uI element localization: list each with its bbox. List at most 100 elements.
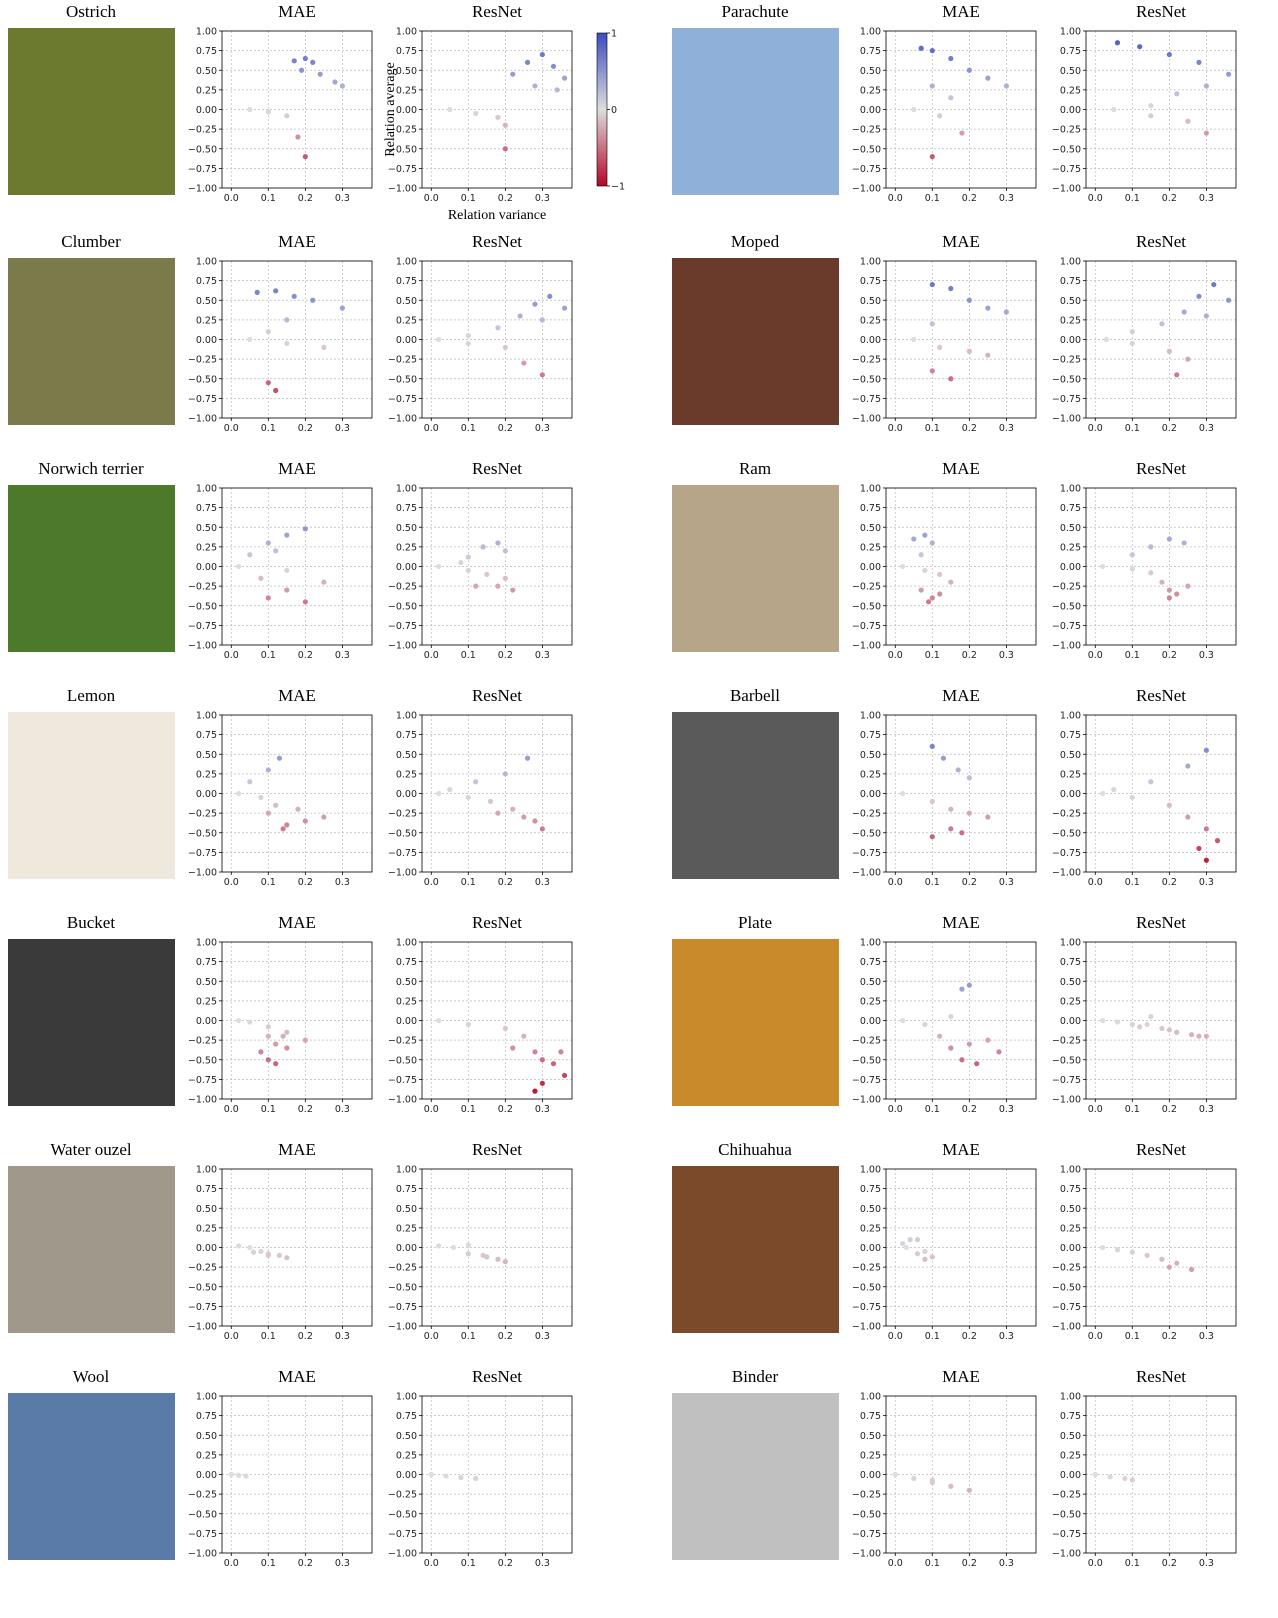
scatter-point	[465, 340, 471, 347]
x-tick-label: 0.1	[1125, 423, 1140, 434]
x-tick-label: 0.3	[1199, 423, 1214, 434]
scatter-point	[911, 1475, 917, 1482]
scatter-point	[447, 106, 453, 113]
y-tick-label: 1.00	[1060, 1392, 1081, 1403]
scatter-point	[299, 67, 305, 73]
y-tick-label: −0.75	[188, 164, 217, 175]
y-tick-label: 0.00	[196, 105, 217, 116]
scatter-point	[502, 1025, 508, 1031]
scatter-point	[236, 1472, 242, 1478]
y-tick-label: −0.50	[852, 601, 881, 612]
scatter-point	[447, 786, 453, 793]
y-tick-label: 0.25	[196, 315, 217, 326]
scatter-point	[539, 1057, 545, 1063]
scatter-point	[929, 798, 935, 804]
scatter-point	[948, 376, 954, 382]
x-tick-label: 0.2	[298, 1104, 313, 1115]
y-tick-label: −0.75	[1052, 621, 1081, 632]
y-tick-label: −1.00	[388, 868, 417, 879]
x-tick-label: 0.1	[925, 193, 940, 204]
y-tick-label: 0.75	[1060, 276, 1081, 287]
x-tick-label: 0.1	[261, 650, 276, 661]
scatter-point	[532, 83, 538, 89]
y-tick-label: −0.50	[188, 601, 217, 612]
scatter-point	[929, 743, 935, 750]
y-tick-label: 0.50	[196, 523, 217, 534]
scatter-point	[892, 1471, 898, 1478]
x-tick-label: 0.0	[888, 1558, 903, 1569]
image-label: Barbell	[730, 686, 780, 705]
y-tick-label: 0.50	[396, 977, 417, 988]
x-tick-label: 0.0	[888, 193, 903, 204]
x-tick-label: 0.1	[1125, 650, 1140, 661]
chart-title: MAE	[278, 1367, 316, 1386]
x-tick-label: 0.2	[962, 1104, 977, 1115]
scatter-point	[236, 563, 242, 570]
y-tick-label: 0.50	[396, 296, 417, 307]
y-tick-label: 0.00	[1060, 789, 1081, 800]
scatter-point	[1100, 790, 1106, 797]
y-tick-label: −0.50	[388, 828, 417, 839]
axes-frame	[885, 30, 1037, 189]
scatter-point	[948, 285, 954, 292]
photo	[672, 1393, 839, 1560]
scatter-point	[1129, 1249, 1135, 1255]
x-tick-label: 0.1	[461, 193, 476, 204]
scatter-point	[243, 1473, 249, 1479]
chart-title: ResNet	[472, 686, 522, 705]
scatter-point	[295, 806, 301, 812]
y-tick-label: −1.00	[852, 414, 881, 425]
scatter-point	[495, 325, 501, 331]
scatter-point	[532, 1088, 538, 1094]
scatter-point	[284, 567, 290, 574]
y-tick-label: 0.25	[1060, 1450, 1081, 1461]
scatter-point	[1174, 372, 1180, 378]
scatter-point	[436, 1243, 442, 1249]
y-tick-label: 0.50	[196, 977, 217, 988]
scatter-point	[247, 1244, 253, 1251]
y-tick-label: 0.75	[1060, 46, 1081, 57]
scatter-point	[922, 1248, 928, 1255]
y-tick-label: −1.00	[388, 184, 417, 195]
x-tick-label: 0.2	[298, 193, 313, 204]
x-tick-label: 0.1	[461, 650, 476, 661]
y-tick-label: −0.50	[852, 374, 881, 385]
y-tick-label: 0.00	[1060, 105, 1081, 116]
y-tick-label: −0.25	[852, 809, 881, 820]
scatter-point	[1148, 570, 1154, 576]
x-tick-label: 0.2	[962, 193, 977, 204]
x-tick-label: 0.2	[1162, 877, 1177, 888]
x-tick-label: 0.2	[498, 1558, 513, 1569]
y-tick-label: 1.00	[860, 938, 881, 949]
y-tick-label: 1.00	[396, 484, 417, 495]
scatter-point	[302, 526, 308, 532]
chart-title: ResNet	[1136, 1140, 1186, 1159]
y-tick-label: 1.00	[1060, 484, 1081, 495]
scatter-point	[458, 1475, 464, 1481]
chart-title: ResNet	[472, 913, 522, 932]
scatter-point	[532, 301, 538, 307]
scatter-point	[903, 1244, 909, 1251]
scatter-point	[1225, 297, 1232, 303]
y-tick-label: −1.00	[1052, 641, 1081, 652]
x-tick-label: 0.0	[888, 1104, 903, 1115]
y-tick-label: 0.50	[396, 1431, 417, 1442]
x-tick-label: 0.3	[535, 423, 550, 434]
scatter-point	[1181, 540, 1187, 546]
y-tick-label: −0.50	[1052, 374, 1081, 385]
y-tick-label: −0.25	[388, 125, 417, 136]
y-tick-label: 0.25	[196, 85, 217, 96]
y-tick-label: 0.50	[860, 523, 881, 534]
y-tick-label: 0.00	[196, 335, 217, 346]
y-tick-label: 1.00	[396, 938, 417, 949]
scatter-point	[250, 1249, 257, 1255]
scatter-point	[985, 1037, 991, 1043]
y-tick-label: 1.00	[860, 27, 881, 38]
y-tick-label: 0.25	[860, 542, 881, 553]
chart-title: MAE	[942, 459, 980, 478]
image-label: Ostrich	[66, 2, 117, 21]
scatter-point	[1174, 91, 1180, 97]
y-tick-label: 0.75	[396, 46, 417, 57]
y-tick-label: −0.25	[188, 1036, 217, 1047]
scatter-point	[258, 794, 264, 801]
